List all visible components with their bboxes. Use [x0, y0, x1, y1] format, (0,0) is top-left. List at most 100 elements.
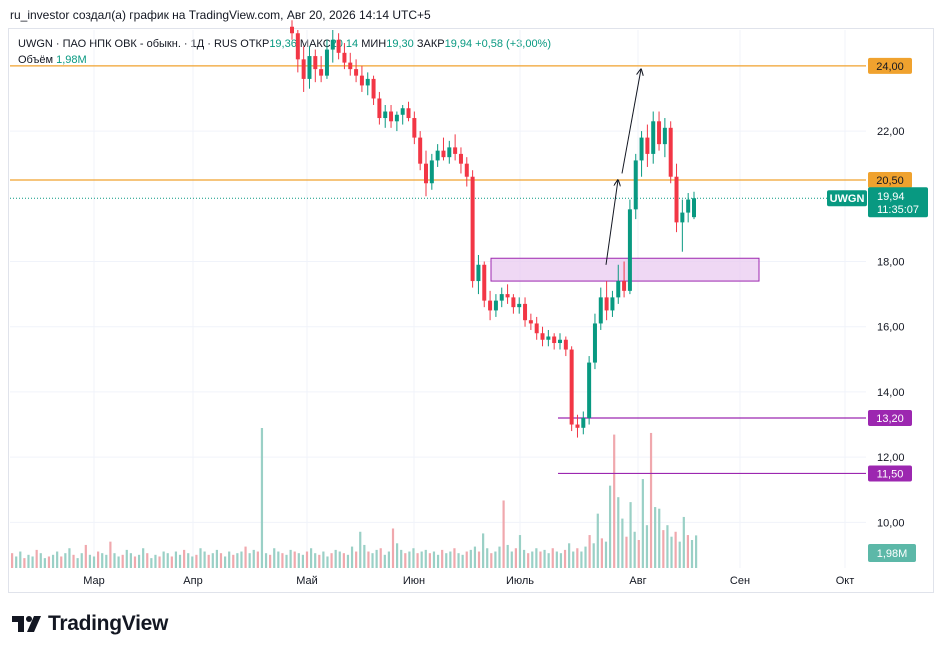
candle — [319, 56, 324, 83]
volume-bar — [469, 549, 472, 568]
candle — [470, 170, 475, 288]
volume-bar — [408, 551, 411, 568]
volume-bar — [27, 554, 30, 568]
candle-body — [418, 137, 423, 164]
candle — [598, 287, 603, 330]
candle-body — [668, 127, 673, 177]
volume-bar — [658, 508, 661, 568]
candle — [400, 104, 405, 125]
candle-body — [313, 56, 318, 70]
candle-body — [505, 294, 510, 298]
candle-body — [394, 114, 399, 122]
candle-body — [301, 59, 306, 79]
candle-body — [482, 264, 487, 301]
volume-bar — [162, 551, 165, 568]
candle-body — [558, 339, 562, 344]
volume-bar — [277, 551, 280, 568]
last-price-value: 19,94 — [877, 191, 905, 203]
candle — [511, 294, 516, 314]
candle — [528, 313, 533, 330]
legend-line-volume: Объём 1,98M — [18, 52, 551, 68]
volume-bar — [338, 551, 341, 568]
price-chart[interactable]: 10,00 12,00 14,00 16,00 18,00 22,00 Мар Апр Май И… — [0, 0, 944, 600]
candle-body — [400, 108, 405, 115]
level-badge — [868, 410, 912, 427]
candle — [377, 91, 382, 125]
candle — [354, 59, 359, 83]
volume-bar — [207, 554, 210, 568]
volume-bar — [396, 543, 399, 568]
candle-body — [616, 281, 621, 298]
volume-bar — [391, 528, 395, 568]
volume-bar — [150, 558, 153, 568]
candle — [558, 333, 562, 350]
candle — [435, 144, 440, 167]
volume-bar — [113, 553, 116, 568]
volume-bar — [621, 518, 624, 568]
legend-low-label: МИН — [361, 38, 387, 50]
volume-bar — [334, 549, 337, 568]
volume-bar — [453, 548, 456, 568]
volume-bar — [522, 549, 526, 568]
x-tick-label: Июн — [403, 575, 425, 587]
candle-body — [610, 297, 615, 311]
volume-bar — [228, 551, 231, 568]
volume-bar — [666, 525, 669, 568]
candle — [389, 104, 394, 128]
volume-bar — [158, 556, 161, 568]
candle-body — [435, 150, 440, 161]
volume-bar — [293, 551, 296, 568]
legend-volume-label[interactable]: Объём — [18, 54, 54, 66]
x-tick-label: Июль — [506, 575, 534, 587]
volume-bar — [436, 554, 440, 568]
candle-body — [453, 147, 458, 154]
candle-body — [511, 297, 516, 308]
volume-bar — [641, 479, 644, 568]
volume-bar — [674, 531, 677, 568]
x-tick-label: Мар — [83, 575, 105, 587]
candle-body — [406, 108, 411, 119]
legend-title[interactable]: UWGN · ПАО НПК ОВК - обыкн. · 1Д · RUS — [18, 38, 238, 50]
candle — [657, 111, 662, 151]
candle — [627, 199, 632, 295]
candle-body — [371, 78, 376, 99]
volume-bar — [510, 551, 513, 568]
volume-bar — [629, 502, 632, 568]
volume-bar — [625, 536, 628, 568]
volume-bar — [596, 513, 599, 568]
volume-bar — [494, 551, 497, 568]
tradingview-brand[interactable]: TradingView — [12, 612, 168, 636]
volume-bar — [535, 548, 538, 568]
level-badge — [868, 171, 912, 188]
candle — [534, 316, 539, 340]
volume-bar — [490, 553, 493, 568]
volume-bar — [387, 551, 391, 568]
volume-bar — [39, 553, 42, 568]
volume-bar — [486, 548, 489, 568]
level-badge — [868, 465, 912, 482]
volume-bar — [125, 549, 128, 568]
volume-bar — [240, 551, 243, 568]
volume-bar — [617, 497, 620, 568]
candle — [622, 261, 627, 298]
candle — [575, 414, 580, 438]
volume-bar — [568, 543, 571, 568]
volume-bar — [584, 546, 587, 568]
candle — [324, 39, 329, 79]
x-tick-label: Сен — [730, 575, 750, 587]
volume-bar — [359, 531, 362, 568]
candle-body — [476, 264, 481, 282]
candle-body — [563, 339, 568, 350]
volume-bar — [68, 548, 71, 568]
volume-bar — [555, 551, 558, 568]
legend-low-value: 19,30 — [386, 38, 414, 50]
volume-bar — [199, 548, 202, 568]
candle — [668, 121, 673, 184]
volume-badge — [868, 544, 916, 562]
volume-bar — [264, 553, 268, 568]
volume-bar — [477, 551, 481, 568]
volume-bar — [236, 553, 239, 568]
volume-bar — [580, 551, 583, 568]
volume-bar — [383, 554, 386, 568]
volume-bar — [60, 556, 63, 568]
